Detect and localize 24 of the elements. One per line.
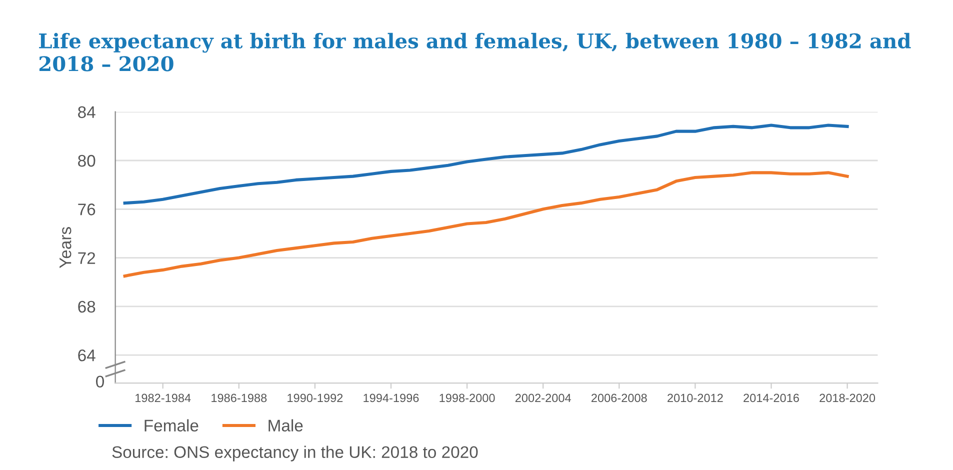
chart-title: Life expectancy at birth for males and females, UK, between 1980 – 1982 and 2018 – 2020: [39, 32, 911, 72]
legend-label: Female: [144, 419, 198, 432]
line-series: [123, 171, 849, 278]
x-tick-label: 2010-2012: [668, 394, 723, 402]
y-tick-label: 84: [78, 106, 96, 118]
x-tick-label: 1998-2000: [440, 394, 495, 402]
x-tick-label: 1982-1984: [136, 394, 191, 402]
x-tick-label: 2018-2020: [820, 394, 876, 402]
x-tick-label: 2014-2016: [744, 394, 799, 402]
x-tick-label: 1994-1996: [364, 394, 419, 402]
legend-label: Male: [268, 419, 303, 432]
y-axis-title: Years: [60, 227, 72, 268]
line-series: [123, 124, 849, 205]
y-tick-label: 80: [78, 154, 96, 167]
x-tick-label: 1986-1988: [212, 394, 267, 402]
text: 0: [96, 376, 104, 388]
x-tick-label: 2006-2008: [592, 394, 647, 402]
x-tick-label: 2002-2004: [515, 394, 571, 402]
y-tick-label: 76: [78, 204, 96, 216]
y-tick-label: 68: [78, 300, 96, 313]
y-tick-label: 72: [78, 252, 96, 264]
source-note: Source: ONS expectancy in the UK: 2018 to 2020: [112, 446, 478, 462]
x-tick-label: 1990-1992: [288, 394, 343, 402]
y-tick-label: 64: [78, 349, 96, 362]
